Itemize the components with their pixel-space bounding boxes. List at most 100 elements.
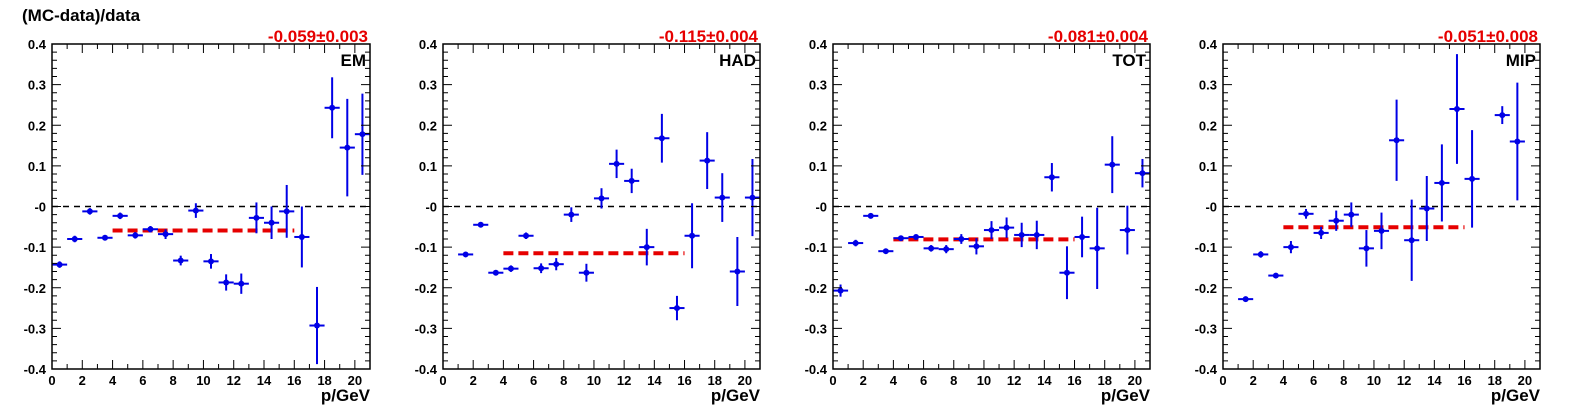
x-tick-label: 8 bbox=[560, 373, 567, 388]
point-marker bbox=[1109, 161, 1116, 168]
y-tick-label: 0.1 bbox=[28, 159, 46, 174]
point-marker bbox=[882, 248, 889, 255]
data-point bbox=[893, 235, 909, 242]
point-marker bbox=[1124, 227, 1131, 234]
x-tick-label: 12 bbox=[617, 373, 631, 388]
fit-result-label: -0.115±0.004 bbox=[659, 27, 759, 46]
data-point bbox=[339, 98, 355, 197]
point-marker bbox=[1272, 272, 1279, 279]
x-axis-title: p/GeV bbox=[1491, 386, 1541, 405]
point-marker bbox=[1303, 210, 1310, 217]
y-tick-label: 0.2 bbox=[1199, 118, 1217, 133]
data-point bbox=[173, 255, 189, 266]
x-axis-title: p/GeV bbox=[1101, 386, 1151, 405]
point-marker bbox=[102, 234, 108, 241]
panel-label: TOT bbox=[1112, 51, 1146, 70]
point-marker bbox=[1257, 251, 1264, 258]
point-marker bbox=[359, 131, 366, 138]
x-tick-label: 20 bbox=[348, 373, 362, 388]
data-point bbox=[1268, 272, 1284, 279]
data-point bbox=[279, 184, 295, 238]
point-marker bbox=[897, 235, 904, 242]
point-marker bbox=[1079, 233, 1086, 240]
point-marker bbox=[613, 160, 620, 167]
y-tick-label: -0 bbox=[815, 200, 827, 215]
point-marker bbox=[719, 194, 726, 201]
data-point bbox=[127, 232, 143, 239]
point-marker bbox=[749, 194, 756, 201]
data-point bbox=[67, 235, 83, 243]
point-marker bbox=[1363, 245, 1370, 252]
x-tick-label: 6 bbox=[1310, 373, 1317, 388]
data-point bbox=[112, 212, 128, 220]
point-marker bbox=[283, 208, 290, 215]
point-marker bbox=[958, 236, 965, 242]
x-tick-label: 14 bbox=[1037, 373, 1052, 388]
point-marker bbox=[329, 104, 336, 111]
x-tick-label: 2 bbox=[860, 373, 867, 388]
y-tick-label: 0.1 bbox=[809, 159, 827, 174]
point-marker bbox=[689, 232, 696, 239]
data-point bbox=[1509, 82, 1525, 201]
chart-panel-had: 0 2 4 6 8 10 12 14 16 18 20 -0.4 -0.3 -0.2 -0.1 -0 0.1 0.… bbox=[415, 27, 761, 405]
x-tick-label: 20 bbox=[1518, 373, 1532, 388]
point-marker bbox=[1094, 245, 1101, 252]
data-point bbox=[233, 273, 249, 294]
data-point bbox=[1343, 202, 1359, 227]
x-tick-label: 0 bbox=[48, 373, 55, 388]
y-tick-label: 0.2 bbox=[419, 118, 437, 133]
data-point bbox=[1014, 222, 1030, 248]
x-tick-label: 12 bbox=[1397, 373, 1411, 388]
y-tick-label: 0.3 bbox=[809, 78, 827, 93]
data-point bbox=[203, 254, 219, 269]
x-tick-label: 4 bbox=[500, 373, 508, 388]
point-marker bbox=[1453, 106, 1460, 112]
data-point bbox=[953, 234, 969, 244]
panel-label: HAD bbox=[719, 51, 756, 70]
point-marker bbox=[507, 265, 514, 272]
point-marker bbox=[1139, 170, 1146, 177]
point-marker bbox=[658, 135, 665, 142]
x-tick-label: 14 bbox=[1427, 373, 1442, 388]
data-point bbox=[309, 286, 325, 365]
x-tick-label: 16 bbox=[1067, 373, 1081, 388]
y-axis-title: (MC-data)/data bbox=[22, 6, 141, 25]
point-marker bbox=[628, 177, 635, 184]
data-point bbox=[1134, 158, 1150, 188]
x-tick-label: 8 bbox=[170, 373, 177, 388]
data-point bbox=[1298, 208, 1314, 219]
fit-result-label: -0.051±0.008 bbox=[1438, 27, 1538, 46]
y-tick-label: -0.2 bbox=[805, 281, 827, 296]
data-point bbox=[1464, 130, 1480, 228]
x-tick-label: 6 bbox=[530, 373, 537, 388]
data-point bbox=[158, 229, 174, 239]
point-marker bbox=[928, 245, 935, 252]
point-marker bbox=[162, 231, 169, 238]
y-tick-label: -0 bbox=[34, 200, 46, 215]
x-tick-label: 10 bbox=[196, 373, 210, 388]
y-tick-label: -0.4 bbox=[415, 362, 438, 377]
chart-panel-mip: 0 2 4 6 8 10 12 14 16 18 20 -0.4 -0.3 -0.2 -0.1 -0 0.1 0.… bbox=[1195, 27, 1541, 405]
point-marker bbox=[132, 232, 139, 239]
point-marker bbox=[147, 226, 154, 233]
data-point bbox=[264, 206, 280, 239]
data-point bbox=[983, 221, 1000, 239]
x-tick-label: 6 bbox=[920, 373, 927, 388]
y-tick-label: -0.3 bbox=[1195, 321, 1217, 336]
x-axis-title: p/GeV bbox=[711, 386, 761, 405]
y-tick-label: 0.4 bbox=[809, 37, 828, 52]
point-marker bbox=[86, 208, 93, 215]
point-marker bbox=[298, 233, 305, 240]
data-point bbox=[744, 158, 760, 237]
x-tick-label: 18 bbox=[1487, 373, 1501, 388]
y-tick-label: -0.4 bbox=[1195, 362, 1218, 377]
x-tick-label: 2 bbox=[79, 373, 86, 388]
data-point bbox=[1074, 216, 1090, 258]
data-point bbox=[1119, 205, 1135, 255]
x-axis-title: p/GeV bbox=[321, 386, 371, 405]
x-tick-label: 14 bbox=[647, 373, 662, 388]
y-tick-label: 0.3 bbox=[419, 78, 437, 93]
point-marker bbox=[673, 305, 680, 312]
data-point bbox=[1358, 230, 1374, 267]
y-tick-label: 0.2 bbox=[28, 118, 46, 133]
